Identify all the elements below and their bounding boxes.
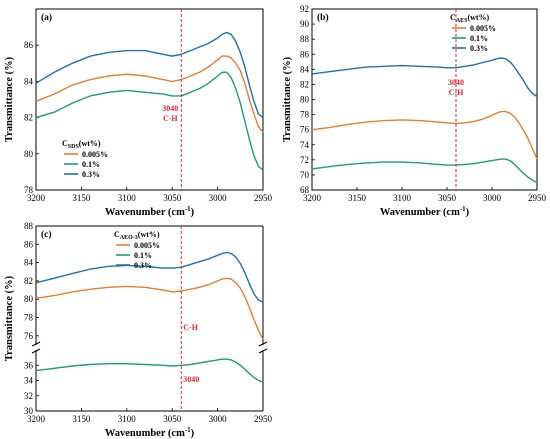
y-tick-label: 32 xyxy=(24,391,33,401)
series-line-0.3% xyxy=(311,57,538,98)
y-axis-label: Transmittance (%) xyxy=(4,275,15,361)
axis-break-mark xyxy=(258,348,268,354)
y-tick-label: 88 xyxy=(24,221,34,231)
y-tick-label: 86 xyxy=(24,239,34,249)
y-tick-label: 82 xyxy=(24,113,33,123)
vline-label: C-H xyxy=(163,114,178,123)
y-tick-label: 80 xyxy=(24,149,34,159)
x-tick-label: 3000 xyxy=(209,414,228,424)
x-tick-label: 3150 xyxy=(72,414,91,424)
y-axis-label: Transmittance (%) xyxy=(282,56,293,142)
y-tick-label: 90 xyxy=(300,19,310,29)
x-tick-label: 2950 xyxy=(254,414,273,424)
y-tick-label: 78 xyxy=(24,313,34,323)
y-tick-label: 76 xyxy=(300,125,310,135)
x-tick-label: 3200 xyxy=(27,414,46,424)
series-line-0.3% xyxy=(35,31,264,119)
y-tick-label: 82 xyxy=(24,276,33,286)
y-tick-label: 84 xyxy=(24,76,34,86)
legend-entry: 0.005% xyxy=(82,150,108,159)
legend-title: CSDS(wt%) xyxy=(62,139,101,150)
y-tick-label: 72 xyxy=(300,155,309,165)
vline-label: C-H xyxy=(183,323,198,332)
x-tick-label: 3100 xyxy=(118,193,137,203)
legend-entry: 0.005% xyxy=(134,241,160,250)
legend-title: CAES(wt%) xyxy=(450,13,490,24)
vline-label: 3040 xyxy=(448,78,464,87)
legend-entry: 0.005% xyxy=(470,24,496,33)
panel-label: (a) xyxy=(41,12,52,23)
y-tick-label: 36 xyxy=(24,360,34,370)
x-axis-label: Wavenumber (cm-1) xyxy=(105,205,195,218)
y-tick-label: 74 xyxy=(300,140,310,150)
x-tick-label: 2950 xyxy=(254,193,273,203)
y-tick-label: 86 xyxy=(24,40,34,50)
y-tick-label: 70 xyxy=(300,170,310,180)
series-line-0.3% xyxy=(35,251,264,303)
y-tick-label: 82 xyxy=(300,79,309,89)
chart-panel-a: 3200 3150 3100 3050 3000 2950 Wavenumber (cm-1… xyxy=(4,8,273,218)
y-tick-label: 86 xyxy=(300,49,310,59)
axis-break-mark xyxy=(258,341,268,347)
legend-entry: 0.1% xyxy=(82,160,100,169)
x-tick-label: 3150 xyxy=(72,193,91,203)
axis-break-mark xyxy=(31,341,41,347)
series-line-0.1% xyxy=(311,158,538,184)
y-tick-label: 30 xyxy=(24,406,34,416)
chart-panel-c: 3200 3150 3100 3050 3000 2950 Wavenumber (cm-1… xyxy=(4,221,273,439)
legend-entry: 0.3% xyxy=(134,261,152,270)
x-tick-label: 3050 xyxy=(163,193,182,203)
y-tick-label: 68 xyxy=(300,185,310,195)
y-tick-label: 78 xyxy=(300,110,310,120)
y-tick-label: 84 xyxy=(300,64,310,74)
x-tick-label: 3100 xyxy=(393,193,412,203)
y-tick-label: 34 xyxy=(24,376,34,386)
panel-label: (c) xyxy=(41,229,52,240)
y-tick-label: 88 xyxy=(300,34,310,44)
x-tick-label: 3200 xyxy=(27,193,46,203)
plot-frame xyxy=(35,8,264,191)
x-tick-label: 3000 xyxy=(209,193,228,203)
series-line-0.1% xyxy=(35,71,264,171)
x-axis-label: Wavenumber (cm-1) xyxy=(105,426,195,439)
y-tick-label: 84 xyxy=(24,258,34,268)
y-tick-label: 76 xyxy=(24,331,34,341)
y-tick-label: 80 xyxy=(24,294,34,304)
legend-entry: 0.1% xyxy=(134,251,152,260)
x-axis-label: Wavenumber (cm-1) xyxy=(380,205,470,218)
chart-panel-b: 3200 3150 3100 3050 3000 2950 Wavenumber (cm-1… xyxy=(282,4,547,218)
legend-title: CAEO-3(wt%) xyxy=(114,230,160,241)
x-tick-label: 3050 xyxy=(438,193,457,203)
series-line-0.005% xyxy=(35,55,264,133)
panel-label: (b) xyxy=(317,12,329,23)
x-tick-label: 2950 xyxy=(528,193,547,203)
series-line-0.005% xyxy=(35,277,264,340)
vline-label: 3040 xyxy=(183,375,199,384)
legend-entry: 0.3% xyxy=(82,170,100,179)
x-tick-label: 3150 xyxy=(348,193,367,203)
y-tick-label: 78 xyxy=(24,185,34,195)
axis-break-mark xyxy=(31,348,41,354)
y-tick-label: 92 xyxy=(300,4,309,14)
y-axis-label: Transmittance (%) xyxy=(4,56,15,142)
y-tick-label: 80 xyxy=(300,95,310,105)
x-tick-label: 3100 xyxy=(118,414,137,424)
vline-label: C-H xyxy=(449,88,464,97)
x-tick-label: 3050 xyxy=(163,414,182,424)
x-tick-label: 3200 xyxy=(303,193,322,203)
x-tick-label: 3000 xyxy=(483,193,502,203)
vline-label: 3040 xyxy=(162,104,178,113)
series-line-0.1% xyxy=(35,358,264,383)
legend-entry: 0.3% xyxy=(470,44,488,53)
series-line-0.005% xyxy=(311,110,538,160)
legend-entry: 0.1% xyxy=(470,34,488,43)
